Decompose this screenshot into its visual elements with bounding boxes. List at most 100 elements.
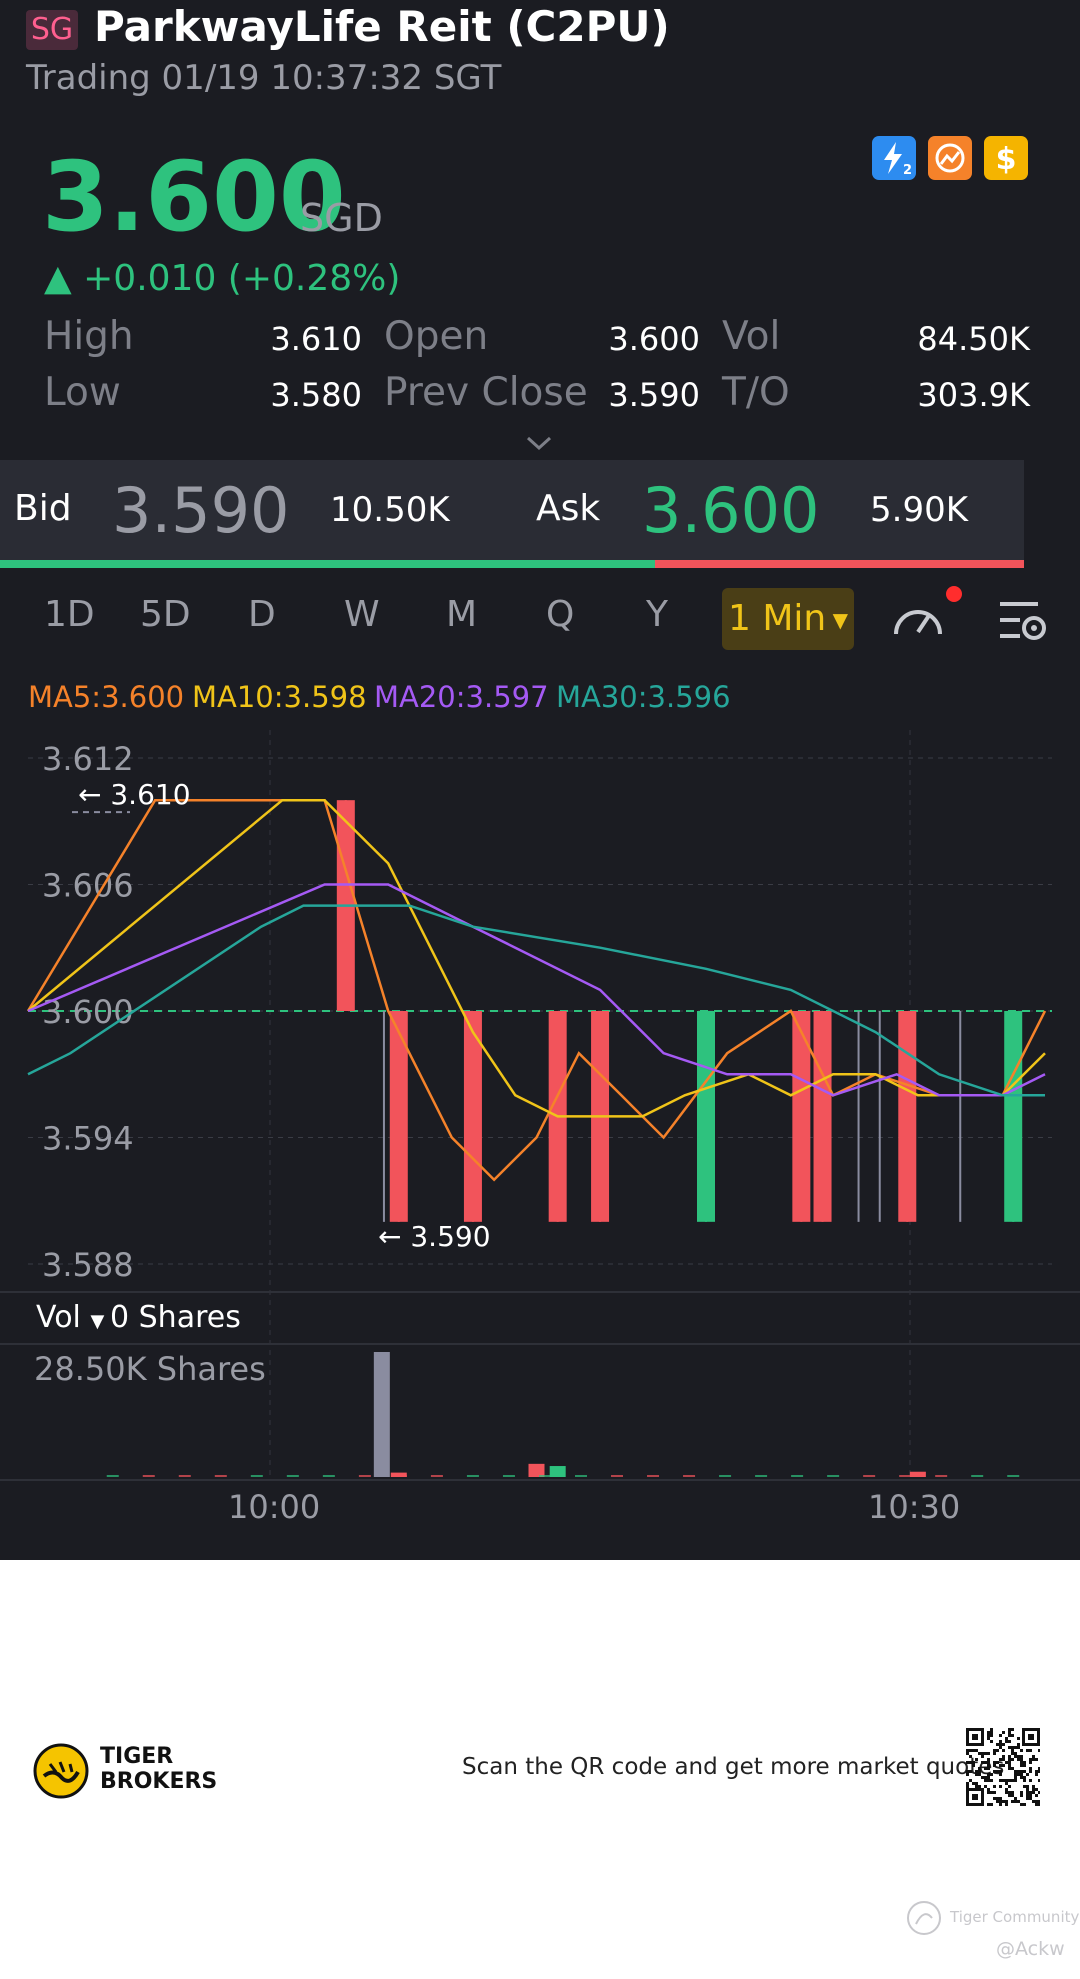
tab-d[interactable]: D	[248, 594, 276, 635]
tab-m[interactable]: M	[446, 594, 478, 635]
interval-label: 1 Min	[728, 598, 827, 639]
volume-bar	[755, 1475, 768, 1477]
ma-line-ma20	[27, 883, 1046, 1097]
qr-module	[972, 1749, 975, 1752]
volume-bar	[549, 1466, 566, 1477]
qr-module	[1020, 1770, 1023, 1773]
market-badge: SG	[26, 10, 78, 50]
qr-module	[1014, 1770, 1017, 1773]
qr-module	[966, 1788, 969, 1806]
chevron-down-icon[interactable]	[524, 428, 554, 458]
dollar-icon[interactable]: $	[984, 136, 1028, 180]
qr-module	[1002, 1743, 1005, 1746]
volume-bar	[1007, 1475, 1020, 1477]
volume-header[interactable]: Vol ▼ 0 Shares	[36, 1300, 241, 1335]
tab-5d[interactable]: 5D	[140, 594, 191, 635]
qr-module	[1002, 1749, 1005, 1752]
volume-bar	[528, 1463, 545, 1477]
qr-module	[975, 1770, 978, 1773]
turnover-label: T/O	[722, 370, 790, 415]
lightning-l2-icon[interactable]: 2	[872, 136, 916, 180]
volume-bar	[178, 1475, 191, 1477]
qr-module	[1008, 1785, 1011, 1788]
volume-bar	[719, 1475, 732, 1477]
prev-close-value: 3.590	[608, 376, 700, 414]
qr-module	[984, 1752, 987, 1755]
qr-module	[969, 1770, 972, 1773]
qr-module	[990, 1773, 993, 1776]
volume-bar	[909, 1471, 926, 1477]
qr-module	[1035, 1770, 1038, 1773]
qr-module	[1032, 1788, 1035, 1791]
qr-module	[972, 1782, 975, 1785]
qr-module	[1020, 1803, 1023, 1806]
volume-bar	[390, 1472, 407, 1477]
qr-module	[975, 1758, 978, 1761]
qr-module	[1032, 1800, 1035, 1803]
qr-module	[999, 1758, 1002, 1761]
low-marker: ← 3.590	[378, 1220, 491, 1253]
qr-module	[996, 1797, 999, 1800]
qr-module	[981, 1752, 984, 1755]
notification-dot	[946, 586, 962, 602]
qr-module	[978, 1752, 981, 1755]
qr-module	[1017, 1737, 1020, 1740]
y-tick-label: 3.606	[42, 867, 134, 905]
gauge-icon[interactable]	[888, 594, 948, 648]
currency-label: SGD	[300, 196, 383, 240]
volume-max-label: 28.50K Shares	[34, 1350, 266, 1388]
qr-module	[1017, 1800, 1020, 1803]
high-label: High	[44, 314, 134, 359]
qr-module	[1005, 1782, 1008, 1785]
qr-module	[972, 1761, 975, 1764]
watermark-user: @Ackw	[996, 1938, 1065, 1960]
qr-module	[1011, 1758, 1014, 1761]
ma-line-ma10	[27, 798, 1046, 1118]
qr-module	[999, 1785, 1002, 1788]
volume-bar	[971, 1475, 984, 1477]
volume-bar	[142, 1475, 155, 1477]
qr-module	[978, 1770, 981, 1773]
qr-module	[1026, 1797, 1029, 1800]
volume-bar	[466, 1475, 479, 1477]
qr-module	[1023, 1803, 1026, 1806]
qr-module	[1014, 1752, 1017, 1755]
qr-module	[984, 1761, 987, 1764]
qr-module	[1005, 1788, 1008, 1791]
qr-module	[1035, 1788, 1038, 1791]
qr-module	[1032, 1755, 1035, 1758]
tab-w[interactable]: W	[344, 594, 380, 635]
bid-ask-bar[interactable]	[0, 460, 1024, 568]
qr-module	[1002, 1779, 1005, 1782]
qr-module	[1008, 1791, 1011, 1794]
qr-module	[1023, 1785, 1026, 1788]
interval-dropdown[interactable]: 1 Min ▼	[722, 588, 854, 650]
ask-label: Ask	[536, 488, 601, 529]
tab-q[interactable]: Q	[546, 594, 575, 635]
qr-module	[984, 1767, 987, 1770]
qr-module	[975, 1785, 978, 1788]
x-tick-label: 10:30	[868, 1488, 961, 1526]
qr-module	[1011, 1794, 1014, 1797]
qr-module	[981, 1755, 984, 1758]
qr-module	[1038, 1803, 1041, 1806]
qr-module	[1028, 1734, 1034, 1740]
qr-module	[987, 1758, 990, 1761]
tab-y[interactable]: Y	[646, 594, 668, 635]
qr-module	[1005, 1761, 1008, 1764]
scan-text: Scan the QR code and get more market quo…	[462, 1754, 1005, 1780]
qr-module	[1029, 1758, 1032, 1761]
qr-module	[1035, 1794, 1038, 1797]
qr-module	[1014, 1746, 1017, 1749]
volume-bar	[683, 1475, 696, 1477]
volume-bar	[574, 1475, 587, 1477]
ma-line-ma5	[26, 798, 1047, 1182]
qr-module	[1037, 1728, 1040, 1746]
bid-price: 3.590	[112, 474, 290, 547]
tab-1d[interactable]: 1D	[44, 594, 95, 635]
chart-circle-icon[interactable]	[928, 136, 972, 180]
ma30-label: MA30:3.596	[556, 680, 731, 714]
stock-title: ParkwayLife Reit (C2PU)	[94, 2, 670, 51]
indicator-settings-icon[interactable]	[998, 598, 1048, 648]
